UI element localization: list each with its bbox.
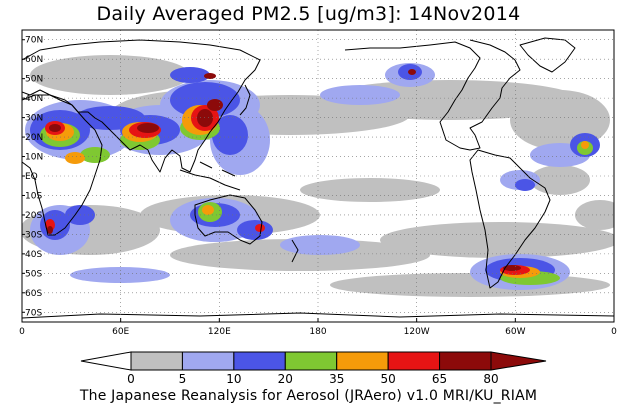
lon-tick-1: 60E: [112, 327, 129, 337]
colorbar-segment-3: [233, 351, 286, 371]
lat-tick-50s: 50S: [25, 269, 42, 279]
lon-tick-3: 180: [309, 327, 326, 337]
colorbar-segment-5: [336, 351, 389, 371]
lat-tick-60s: 60S: [25, 289, 42, 299]
colorbar-segment-7: [439, 351, 492, 371]
lat-tick-60n: 60N: [25, 55, 43, 65]
colorbar: 0 5 10 20 35 50 65 80: [80, 351, 547, 386]
lat-tick-20n: 20N: [25, 133, 43, 143]
lon-tick-6: 0: [611, 327, 617, 337]
colorbar-label-0: 0: [127, 372, 135, 386]
footer-credit: The Japanese Reanalysis for Aerosol (JRA…: [79, 388, 538, 404]
lat-tick-70s: 70S: [25, 308, 42, 318]
colorbar-label-35: 35: [329, 372, 344, 386]
lat-tick-30n: 30N: [25, 114, 43, 124]
lat-tick-30s: 30S: [25, 230, 42, 240]
map-title: Daily Averaged PM2.5 [ug/m3]: 14Nov2014: [96, 3, 521, 25]
lat-tick-eq: EQ: [25, 172, 38, 182]
colorbar-label-20: 20: [278, 372, 293, 386]
colorbar-segment-2: [181, 351, 235, 371]
lat-tick-10n: 10N: [25, 153, 43, 163]
longitude-ticks: 0 60E 120E 180 120W 60W 0: [19, 318, 617, 337]
colorbar-segment-4: [284, 351, 338, 371]
coastlines: [22, 37, 614, 319]
lon-tick-2: 120E: [208, 327, 231, 337]
lat-tick-70n: 70N: [25, 36, 43, 46]
lat-tick-10s: 10S: [25, 191, 42, 201]
lat-tick-20s: 20S: [25, 211, 42, 221]
graticule: [44, 30, 614, 322]
colorbar-label-80: 80: [483, 372, 498, 386]
latitude-ticks: 70N 60N 50N 40N 30N 20N 10N EQ 10S 20S 30S 40S 50S 60…: [22, 36, 43, 318]
lon-tick-4: 120W: [404, 327, 430, 337]
lon-tick-0: 0: [19, 327, 25, 337]
lat-tick-40s: 40S: [25, 250, 42, 260]
colorbar-segment-0: [80, 351, 132, 371]
colorbar-segment-1: [130, 351, 183, 371]
lon-tick-5: 60W: [505, 327, 525, 337]
colorbar-label-10: 10: [226, 372, 241, 386]
colorbar-segment-6: [387, 351, 441, 371]
colorbar-label-65: 65: [432, 372, 447, 386]
colorbar-label-5: 5: [179, 372, 187, 386]
colorbar-segment-max: [490, 351, 547, 371]
colorbar-label-50: 50: [381, 372, 396, 386]
lat-tick-50n: 50N: [25, 75, 43, 85]
lat-tick-40n: 40N: [25, 94, 43, 104]
